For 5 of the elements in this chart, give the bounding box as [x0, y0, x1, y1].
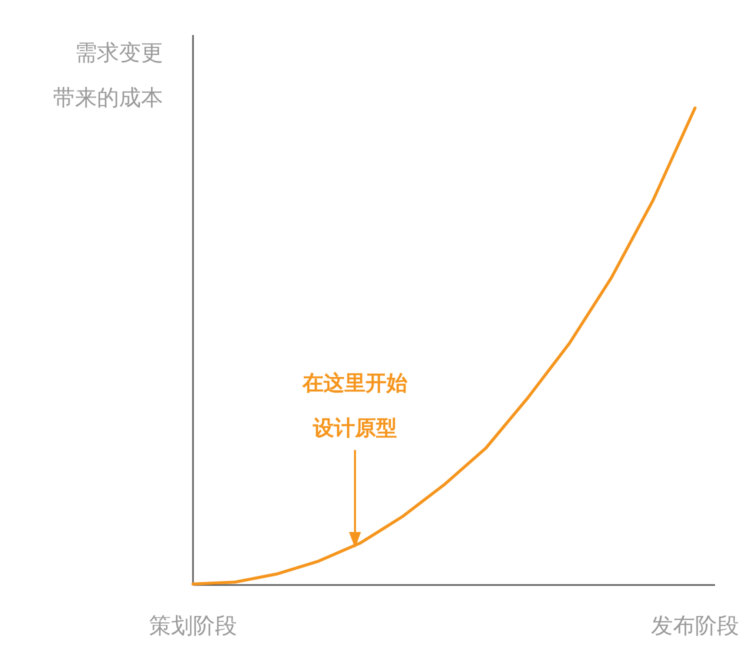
annotation: 设计原型: [312, 416, 397, 440]
y-axis-title: 需求变更带来的成本: [53, 41, 163, 111]
x-tick-label: 发布阶段: [651, 614, 739, 639]
annotation: 在这里开始: [302, 371, 408, 395]
x-tick-label: 策划阶段: [149, 614, 237, 639]
